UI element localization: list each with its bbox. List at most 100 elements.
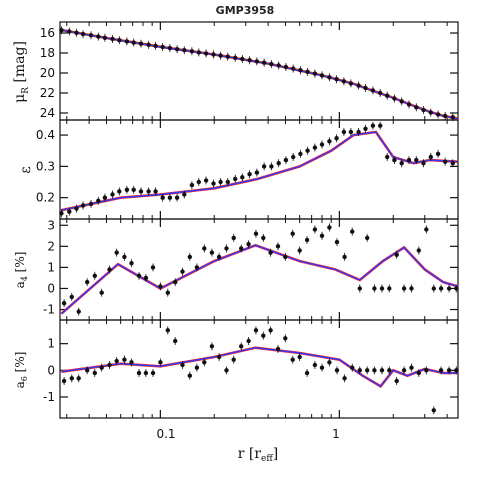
data-point [99, 365, 104, 370]
data-point [428, 154, 433, 160]
data-point [334, 368, 340, 373]
data-point [261, 235, 266, 241]
data-point [203, 51, 209, 56]
data-point [74, 30, 79, 35]
data-point [239, 344, 244, 349]
data-point [88, 33, 94, 38]
data-point [385, 93, 390, 98]
data-point [454, 286, 459, 291]
data-point [253, 231, 259, 236]
svg-text:ε: ε [18, 166, 34, 173]
y-tick-label: 0.4 [36, 128, 55, 142]
data-point [202, 360, 207, 365]
model-line-blue [61, 131, 459, 211]
data-point [443, 159, 448, 164]
data-point [138, 189, 144, 194]
data-point [180, 362, 185, 368]
data-point [394, 378, 399, 384]
data-point [416, 248, 421, 253]
data-point [438, 286, 444, 291]
data-point [233, 176, 238, 182]
data-point [401, 286, 407, 291]
data-point [99, 290, 104, 295]
panel-ellipticity-frame [59, 119, 459, 220]
data-point [378, 90, 383, 96]
data-point [202, 246, 207, 251]
data-point [117, 189, 122, 194]
ylabel-a6-unit: [%] [13, 352, 27, 377]
data-point [409, 365, 414, 370]
data-point [182, 48, 187, 53]
data-point [283, 254, 288, 260]
data-point [92, 273, 98, 278]
data-point [88, 201, 94, 207]
data-point [224, 246, 229, 251]
data-point [187, 254, 192, 260]
data-point [131, 187, 136, 192]
data-point [319, 142, 325, 147]
y-tick-label: 1 [47, 337, 55, 351]
data-point [158, 284, 163, 289]
data-point [406, 102, 412, 107]
data-point [379, 368, 385, 373]
data-point [414, 105, 419, 110]
data-point [424, 368, 429, 373]
y-tick-label: 24 [40, 106, 55, 120]
data-point [209, 344, 215, 349]
x-axis-label: r [reff] [238, 446, 279, 464]
data-point [394, 252, 399, 257]
x-axis-label-close: ] [273, 446, 278, 462]
data-point [268, 250, 273, 255]
data-point [224, 368, 229, 373]
data-point [357, 368, 362, 373]
data-point [334, 239, 340, 245]
data-point [146, 42, 151, 47]
data-point [387, 286, 392, 291]
data-point [401, 368, 407, 373]
model-line-blue [61, 29, 459, 120]
data-point [107, 362, 112, 368]
data-point [153, 189, 158, 194]
data-point [216, 254, 222, 260]
panel-a6-frame [59, 319, 459, 419]
data-point [261, 333, 266, 338]
data-point [218, 179, 223, 185]
data-point [246, 338, 251, 344]
y-tick-label: 2 [47, 239, 55, 253]
y-tick-label: -1 [43, 303, 55, 317]
data-point [446, 286, 452, 291]
data-point [180, 269, 185, 274]
data-point [298, 68, 303, 73]
data-point [194, 265, 200, 270]
data-point [291, 66, 296, 71]
data-point [421, 107, 426, 113]
data-point [319, 365, 325, 370]
y-tick-label: -1 [43, 390, 55, 404]
data-point [370, 123, 376, 128]
x-axis-label-main: r [r [238, 446, 262, 462]
data-point [67, 209, 72, 214]
data-point [312, 227, 318, 232]
data-point [150, 370, 156, 376]
data-point [196, 50, 201, 55]
data-point [431, 408, 436, 413]
data-point [269, 164, 274, 169]
data-point [174, 47, 180, 52]
data-point [428, 110, 433, 115]
y-tick-label: 0 [47, 281, 55, 295]
data-point [283, 336, 288, 341]
data-point [110, 192, 115, 197]
ylabel-a4-unit: [%] [13, 252, 27, 277]
data-point [399, 161, 404, 166]
data-point [59, 211, 64, 216]
data-point [167, 195, 173, 200]
data-point [319, 233, 325, 238]
data-point [319, 73, 325, 78]
data-point [392, 157, 397, 163]
data-point [165, 290, 170, 295]
data-point [341, 79, 347, 84]
data-point [312, 362, 318, 368]
data-point [136, 370, 142, 376]
data-point [240, 175, 245, 180]
data-point [233, 55, 238, 60]
